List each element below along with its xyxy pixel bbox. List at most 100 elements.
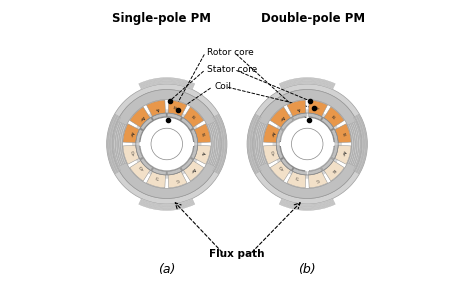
Wedge shape (280, 201, 335, 209)
Wedge shape (324, 161, 344, 181)
Text: C-: C- (314, 177, 319, 182)
Wedge shape (292, 168, 307, 175)
Wedge shape (335, 124, 351, 143)
Wedge shape (281, 158, 293, 170)
Wedge shape (281, 198, 333, 205)
Wedge shape (191, 145, 198, 159)
Wedge shape (136, 129, 143, 143)
Wedge shape (123, 124, 139, 143)
Wedge shape (276, 145, 283, 159)
Wedge shape (287, 100, 306, 117)
Wedge shape (141, 83, 193, 90)
Wedge shape (140, 158, 153, 170)
Wedge shape (146, 171, 165, 188)
Wedge shape (110, 116, 119, 172)
Text: C-: C- (173, 177, 179, 182)
Wedge shape (214, 116, 222, 172)
Wedge shape (207, 124, 213, 164)
Text: A-: A- (155, 106, 160, 111)
Wedge shape (292, 113, 307, 120)
Wedge shape (123, 145, 139, 164)
Text: B-: B- (200, 132, 205, 137)
Wedge shape (140, 118, 153, 130)
Text: B-: B- (330, 167, 336, 173)
Text: Rotor core: Rotor core (207, 48, 254, 57)
Wedge shape (321, 118, 334, 130)
Wedge shape (281, 81, 334, 88)
Text: (a): (a) (158, 263, 175, 276)
Wedge shape (308, 113, 322, 120)
Wedge shape (247, 84, 367, 204)
Wedge shape (141, 198, 193, 205)
Wedge shape (281, 118, 293, 130)
Text: C+: C+ (277, 166, 285, 174)
Text: A+: A+ (189, 166, 197, 174)
Wedge shape (310, 146, 341, 177)
Wedge shape (251, 116, 259, 172)
Wedge shape (253, 90, 362, 198)
Wedge shape (167, 113, 182, 120)
Wedge shape (209, 124, 215, 164)
Text: B-: B- (190, 115, 196, 121)
Wedge shape (109, 115, 117, 173)
Wedge shape (146, 100, 165, 117)
Wedge shape (218, 114, 227, 174)
Wedge shape (358, 114, 367, 174)
Wedge shape (310, 111, 341, 142)
Wedge shape (133, 111, 200, 142)
Wedge shape (183, 107, 204, 127)
Wedge shape (107, 84, 227, 204)
Wedge shape (281, 200, 334, 207)
Wedge shape (273, 109, 342, 179)
Wedge shape (352, 122, 358, 166)
Wedge shape (254, 122, 261, 166)
Wedge shape (117, 123, 123, 165)
Text: A+: A+ (340, 150, 346, 157)
Wedge shape (321, 158, 334, 170)
Text: B-: B- (330, 115, 336, 121)
Text: C-: C- (295, 177, 301, 182)
Wedge shape (152, 168, 166, 175)
Text: B+: B+ (173, 106, 180, 111)
Wedge shape (109, 115, 118, 173)
Wedge shape (217, 115, 225, 173)
Wedge shape (130, 161, 150, 181)
Text: B+: B+ (313, 106, 320, 111)
Text: C+: C+ (128, 150, 134, 157)
Wedge shape (252, 116, 260, 172)
Wedge shape (308, 168, 322, 175)
Wedge shape (181, 158, 193, 170)
Wedge shape (259, 124, 265, 164)
Text: A+: A+ (269, 131, 274, 138)
Wedge shape (139, 77, 195, 85)
Wedge shape (247, 114, 256, 174)
Wedge shape (136, 145, 143, 159)
Wedge shape (181, 118, 193, 130)
Text: B: B (340, 132, 345, 137)
Wedge shape (354, 116, 362, 172)
Wedge shape (348, 124, 353, 164)
Text: Single-pole PM: Single-pole PM (111, 12, 210, 25)
Wedge shape (249, 115, 257, 173)
Wedge shape (353, 117, 361, 171)
Wedge shape (281, 83, 333, 90)
Wedge shape (264, 124, 280, 143)
Wedge shape (354, 122, 360, 166)
Wedge shape (276, 129, 283, 143)
Wedge shape (194, 124, 210, 143)
Text: Double-pole PM: Double-pole PM (261, 12, 365, 25)
Text: (b): (b) (299, 263, 316, 276)
Wedge shape (194, 145, 210, 164)
Wedge shape (152, 113, 166, 120)
Wedge shape (113, 117, 121, 171)
Wedge shape (213, 117, 221, 171)
Text: Stator core: Stator core (207, 65, 257, 74)
Wedge shape (261, 124, 267, 164)
Wedge shape (212, 122, 218, 166)
Wedge shape (256, 122, 262, 166)
Wedge shape (309, 100, 328, 117)
Text: A+: A+ (277, 114, 285, 122)
Wedge shape (116, 122, 122, 166)
Wedge shape (357, 115, 365, 173)
Wedge shape (335, 145, 351, 164)
